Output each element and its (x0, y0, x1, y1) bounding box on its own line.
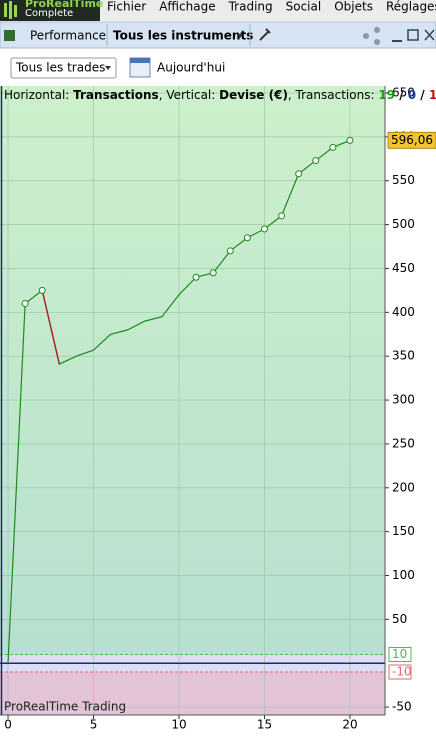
menu: Fichier Affichage Trading Social Objets Régla… (107, 0, 436, 14)
y-tick-label: 450 (392, 261, 415, 275)
y-tick-label: 500 (392, 217, 415, 231)
share-icon[interactable] (363, 33, 369, 39)
x-tick-label: 0 (4, 718, 12, 732)
watermark: ProRealTime Trading (4, 700, 126, 714)
menu-item[interactable]: Objets (334, 0, 373, 14)
share-icon (374, 39, 380, 45)
y-tick-label: 200 (392, 480, 415, 494)
last-value-box (387, 131, 436, 149)
loss-segment (41, 290, 61, 365)
header-part: 0 (408, 88, 416, 102)
point-marker (192, 273, 200, 281)
edition: Complete (25, 8, 73, 19)
menu-item[interactable]: Trading (228, 0, 273, 14)
reference-label-box (388, 646, 412, 662)
date-filter[interactable]: Aujourd'hui (157, 61, 225, 75)
reference-label: -10 (392, 665, 412, 679)
point-marker (346, 136, 354, 144)
point-marker (226, 247, 234, 255)
point-marker (260, 225, 268, 233)
point-marker (38, 286, 46, 294)
reference-label-box (388, 664, 412, 680)
tab[interactable]: Performance (30, 29, 106, 43)
logo: ProRealTime (25, 0, 103, 10)
point-marker (21, 300, 29, 308)
negative-zone (0, 672, 385, 715)
chart-header: Horizontal: Transactions, Vertical: Devi… (4, 88, 436, 102)
y-tick-label: 350 (392, 349, 415, 363)
logo-icon (4, 3, 7, 17)
y-tick-label: 250 (392, 436, 415, 450)
trades-filter: Tous les trades (15, 61, 105, 75)
header-part: / (416, 88, 429, 102)
header-part: 1 (429, 88, 436, 102)
x-tick-label: 20 (342, 718, 357, 732)
y-tick-label: 550 (392, 173, 415, 187)
close[interactable] (424, 29, 435, 41)
point-marker (278, 212, 286, 220)
header-part: Transactions (73, 88, 159, 102)
last-value-label: 596,06 (391, 133, 433, 147)
equity-line (7, 139, 351, 664)
y-tick-label: 300 (392, 393, 415, 407)
point-marker (312, 157, 320, 165)
logo-box (0, 0, 100, 21)
header-part: 19 (378, 88, 395, 102)
calendar-icon (130, 58, 150, 63)
x-tick-label: 5 (90, 718, 98, 732)
chart: -505010015020025030035040045050055060065… (0, 86, 436, 735)
header-part: Devise (€) (219, 88, 288, 102)
header-part: / (395, 88, 408, 102)
menu-item[interactable]: Réglages (386, 0, 436, 14)
dropdown-arrow (105, 66, 111, 70)
axis-area (385, 86, 436, 715)
logo-icon (9, 1, 12, 19)
positive-zone (0, 86, 385, 655)
y-tick-label: 400 (392, 305, 415, 319)
point-marker (295, 170, 303, 178)
header-part: Horizontal: (4, 88, 73, 102)
y-tick-label: 100 (392, 568, 415, 582)
menu-item[interactable]: Affichage (159, 0, 215, 14)
maximize[interactable] (407, 29, 419, 41)
menu-item[interactable]: Fichier (107, 0, 146, 14)
wrench-icon[interactable] (259, 28, 271, 41)
bottom-area (0, 715, 436, 735)
trades-dropdown[interactable] (10, 57, 117, 79)
point-marker (243, 234, 251, 242)
x-tick-label: 10 (171, 718, 186, 732)
header-part: , Transactions: (288, 88, 378, 102)
y-tick-label: 650 (392, 86, 415, 100)
y-tick-label: 150 (392, 524, 415, 538)
logo-icon (14, 5, 17, 17)
point-marker (329, 143, 337, 151)
point-marker (209, 269, 217, 277)
instruments-dropdown[interactable]: Tous les instruments (113, 29, 253, 43)
share-icon (374, 27, 380, 33)
header-part: , Vertical: (159, 88, 219, 102)
menu-item[interactable]: Social (286, 0, 322, 14)
perf-icon (4, 30, 15, 41)
y-tick-label: 50 (392, 612, 407, 626)
menu-bar (0, 0, 436, 21)
reference-label: 10 (392, 647, 407, 661)
dropdown-arrow (237, 34, 243, 38)
x-tick-label: 15 (257, 718, 272, 732)
y-tick-label: -50 (392, 700, 412, 714)
